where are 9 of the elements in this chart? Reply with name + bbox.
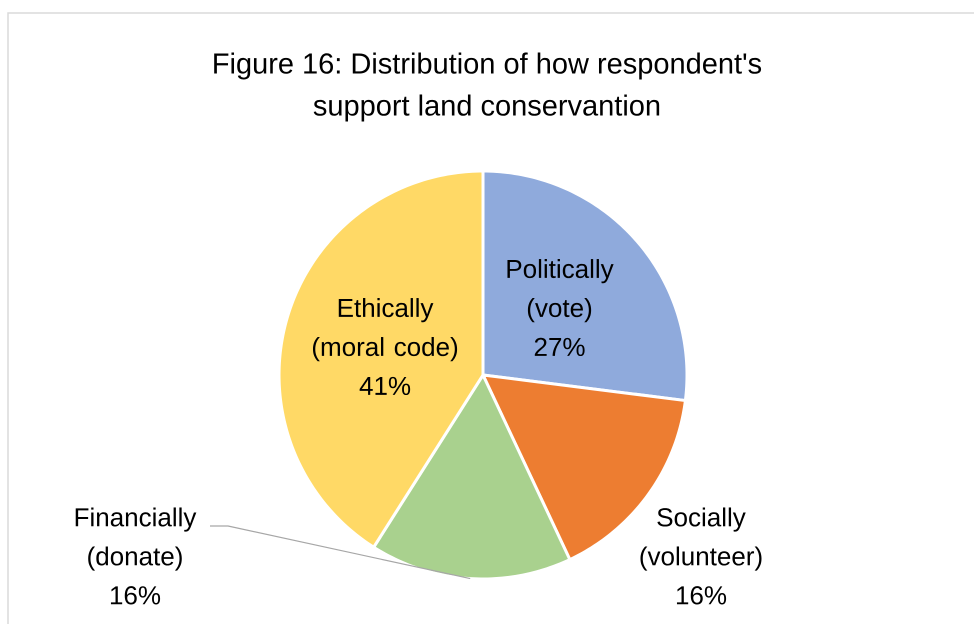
data-label: 41% — [360, 376, 410, 396]
data-label: 16% — [676, 586, 726, 605]
slice-label: Ethically (moral code) — [312, 298, 458, 362]
slice-label: Financially (donate) — [76, 507, 196, 571]
data-label: 27% — [534, 338, 585, 356]
chart-title: Figure 16: Distribution of how respondent's support land conservantion — [214, 52, 762, 122]
data-label: 16% — [110, 586, 160, 605]
slice-label: Politically (vote) — [507, 259, 614, 322]
slice-label: Socially (volunteer) — [640, 507, 762, 571]
